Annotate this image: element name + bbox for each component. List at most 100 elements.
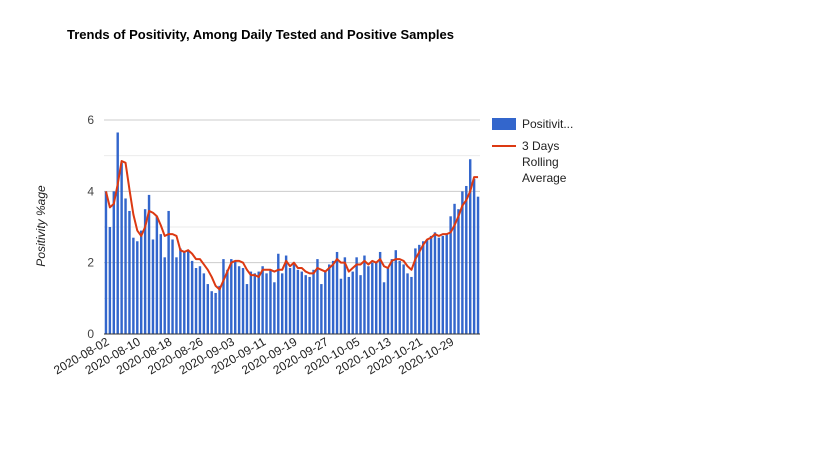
bar[interactable] xyxy=(343,257,347,334)
bar[interactable] xyxy=(132,237,135,334)
bar[interactable] xyxy=(206,284,210,334)
bar[interactable] xyxy=(382,282,386,334)
bar[interactable] xyxy=(198,266,202,334)
bar[interactable] xyxy=(327,264,331,334)
bar[interactable] xyxy=(277,253,280,334)
bar[interactable] xyxy=(320,284,323,334)
bar[interactable] xyxy=(335,251,339,334)
bar[interactable] xyxy=(371,262,374,334)
bar[interactable] xyxy=(437,237,441,334)
bar[interactable] xyxy=(124,198,127,334)
bar[interactable] xyxy=(261,266,264,334)
bar[interactable] xyxy=(398,260,401,334)
bar[interactable] xyxy=(457,209,460,334)
bar[interactable] xyxy=(308,276,311,334)
bar[interactable] xyxy=(367,266,370,334)
bar[interactable] xyxy=(273,282,276,334)
bar[interactable] xyxy=(151,239,155,334)
bar[interactable] xyxy=(418,244,421,334)
bar[interactable] xyxy=(210,291,213,334)
bar[interactable] xyxy=(296,269,300,334)
bar[interactable] xyxy=(233,260,237,334)
bar[interactable] xyxy=(257,271,260,334)
bar[interactable] xyxy=(363,255,366,334)
bar[interactable] xyxy=(226,269,229,334)
bar[interactable] xyxy=(265,273,268,334)
bar[interactable] xyxy=(476,196,480,334)
bar[interactable] xyxy=(461,191,464,334)
bar[interactable] xyxy=(359,275,362,334)
bar[interactable] xyxy=(171,239,174,334)
bar[interactable] xyxy=(331,260,335,334)
bar[interactable] xyxy=(120,162,123,334)
bar[interactable] xyxy=(269,269,272,334)
bar[interactable] xyxy=(355,257,358,334)
rolling-average-line[interactable] xyxy=(104,160,479,291)
bar[interactable] xyxy=(183,251,186,334)
bar[interactable] xyxy=(202,273,206,334)
bar[interactable] xyxy=(128,210,131,334)
bar[interactable] xyxy=(394,250,398,334)
bar[interactable] xyxy=(249,271,253,334)
bar[interactable] xyxy=(136,241,139,334)
bar[interactable] xyxy=(433,232,437,334)
bar[interactable] xyxy=(167,210,170,334)
bar[interactable] xyxy=(374,262,378,334)
bar[interactable] xyxy=(347,276,351,334)
bar[interactable] xyxy=(288,268,292,334)
bar[interactable] xyxy=(186,250,190,334)
bar[interactable] xyxy=(230,259,233,334)
bar[interactable] xyxy=(194,268,198,334)
bar[interactable] xyxy=(410,276,413,334)
legend-line-label-2: Rolling xyxy=(522,155,559,169)
bar[interactable] xyxy=(253,273,257,334)
bar[interactable] xyxy=(339,278,343,334)
bar[interactable] xyxy=(218,285,221,334)
bar[interactable] xyxy=(112,191,116,334)
bar[interactable] xyxy=(237,266,241,334)
bar[interactable] xyxy=(414,248,417,334)
bar[interactable] xyxy=(351,271,354,334)
bar[interactable] xyxy=(292,264,296,334)
bar[interactable] xyxy=(222,259,225,334)
bar[interactable] xyxy=(175,257,178,334)
bar[interactable] xyxy=(453,203,456,334)
bar[interactable] xyxy=(402,264,405,334)
bar[interactable] xyxy=(421,241,425,334)
bar[interactable] xyxy=(465,185,468,334)
bar[interactable] xyxy=(390,259,394,334)
bar[interactable] xyxy=(241,268,245,334)
bar[interactable] xyxy=(159,234,163,334)
legend-item-line[interactable]: 3 Days Rolling Average xyxy=(492,138,582,186)
bar[interactable] xyxy=(179,248,182,334)
bar[interactable] xyxy=(312,269,315,334)
bar[interactable] xyxy=(386,268,390,334)
bar[interactable] xyxy=(304,275,307,334)
bar[interactable] xyxy=(116,132,119,334)
bar[interactable] xyxy=(316,259,319,334)
legend-item-bar[interactable]: Positivit... xyxy=(492,116,582,132)
bar[interactable] xyxy=(429,235,433,334)
bar[interactable] xyxy=(280,273,284,334)
bar[interactable] xyxy=(300,271,304,334)
bar[interactable] xyxy=(441,235,445,334)
bar[interactable] xyxy=(155,216,159,334)
bar[interactable] xyxy=(445,234,448,334)
bar[interactable] xyxy=(143,209,147,334)
bar[interactable] xyxy=(284,255,288,334)
bar[interactable] xyxy=(468,159,472,334)
bar[interactable] xyxy=(324,271,327,334)
bar[interactable] xyxy=(472,178,476,334)
bar[interactable] xyxy=(104,191,108,334)
bar[interactable] xyxy=(425,239,429,334)
bar[interactable] xyxy=(214,292,217,334)
bar[interactable] xyxy=(190,260,194,334)
bar[interactable] xyxy=(406,273,409,334)
bar[interactable] xyxy=(378,251,382,334)
bar[interactable] xyxy=(163,257,166,334)
bar[interactable] xyxy=(245,284,249,334)
bar[interactable] xyxy=(147,194,151,334)
bar[interactable] xyxy=(108,227,112,334)
bar[interactable] xyxy=(139,230,143,334)
bar[interactable] xyxy=(449,216,452,334)
